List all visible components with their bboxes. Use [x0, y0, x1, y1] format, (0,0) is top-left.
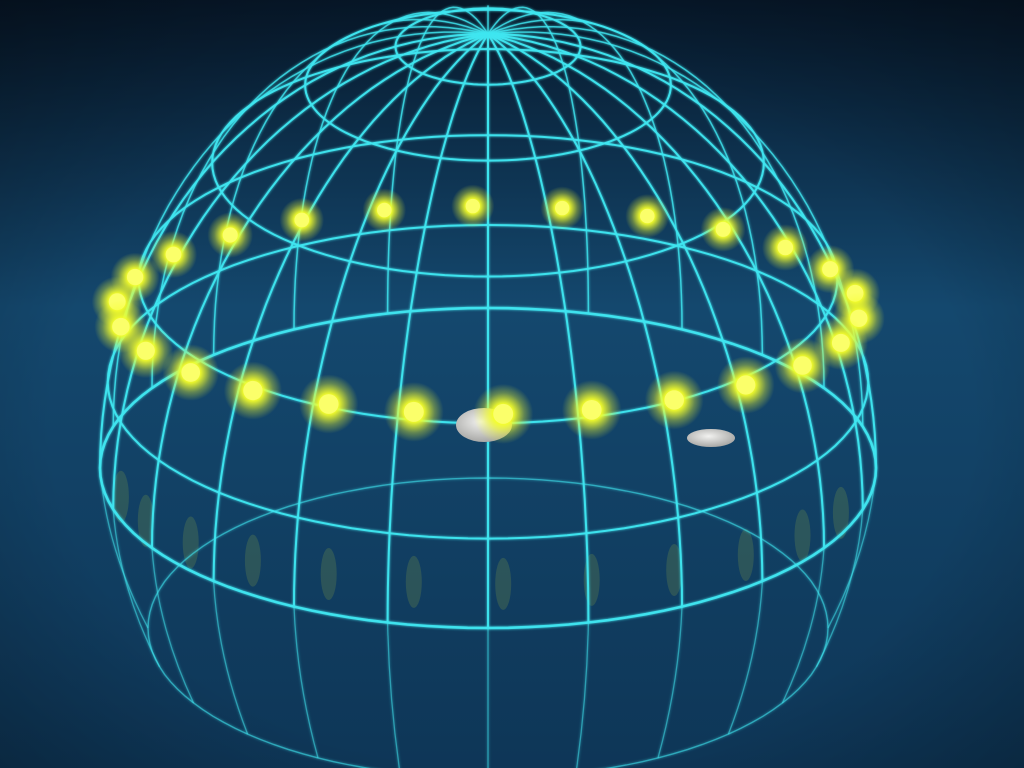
sun-reflections-layer: [112, 470, 849, 610]
sun-reflection: [794, 509, 811, 562]
skirt-meridian: [781, 547, 825, 704]
skirt-meridian: [386, 622, 400, 768]
meridian-line: [487, 18, 764, 355]
sun-reflection: [495, 557, 512, 610]
sun-reflection: [583, 553, 600, 606]
sun-core: [822, 261, 839, 278]
sun-core: [555, 200, 570, 216]
sun-core: [165, 246, 182, 263]
sun-core: [222, 227, 238, 243]
meridian-line: [112, 33, 489, 510]
sun-core: [736, 375, 756, 395]
skirt-meridian: [657, 606, 683, 759]
sun-core: [136, 341, 155, 360]
skirt-meridian: [151, 547, 195, 704]
sun-core: [318, 394, 339, 414]
rock-icon: [687, 429, 735, 447]
sun-path-markers: [91, 184, 885, 444]
sun-core: [777, 239, 794, 256]
sun-core: [581, 400, 602, 420]
meridian-line: [487, 6, 590, 314]
skirt-meridian: [827, 467, 877, 629]
meridian-line: [487, 33, 864, 510]
meridian-line: [293, 33, 489, 607]
skirt-meridian: [576, 622, 590, 768]
sun-core: [793, 356, 812, 375]
meridian-line: [487, 33, 683, 607]
skirt-meridian: [99, 467, 149, 629]
meridian-line: [99, 33, 489, 469]
sun-reflection: [737, 529, 754, 581]
skirt-meridian: [727, 581, 764, 735]
skirt-meridian: [815, 509, 864, 668]
dome-reflection-skirt: [99, 467, 877, 768]
sun-reflection: [320, 548, 337, 600]
sun-core: [294, 212, 310, 228]
sun-core: [640, 208, 655, 224]
meridian-line: [212, 33, 489, 582]
sun-reflection: [182, 516, 199, 569]
sun-core: [181, 363, 201, 382]
meridian-line: [487, 33, 590, 623]
sun-core: [243, 380, 263, 401]
sun-reflection: [405, 555, 422, 608]
meridian-line: [487, 33, 764, 582]
sun-core: [664, 390, 684, 410]
sun-reflection: [244, 534, 261, 587]
meridian-line: [487, 11, 683, 330]
skirt-meridian: [112, 509, 161, 668]
sun-core: [403, 401, 424, 422]
sun-core: [715, 221, 731, 237]
sun-reflection: [137, 494, 154, 547]
sun-core: [493, 403, 514, 424]
sun-core: [377, 202, 392, 218]
meridian-line: [151, 33, 489, 549]
skirt-meridian: [212, 581, 249, 735]
meridian-line: [151, 25, 489, 389]
sun-core: [465, 198, 480, 214]
sun-core: [112, 317, 130, 336]
celestial-dome-wireframe: [98, 5, 878, 768]
sun-reflection: [832, 486, 849, 539]
sun-core: [831, 333, 850, 352]
meridian-line: [386, 33, 489, 623]
skirt-meridian: [293, 606, 319, 759]
sun-reflection: [112, 470, 129, 523]
sun-reflection: [666, 544, 683, 596]
